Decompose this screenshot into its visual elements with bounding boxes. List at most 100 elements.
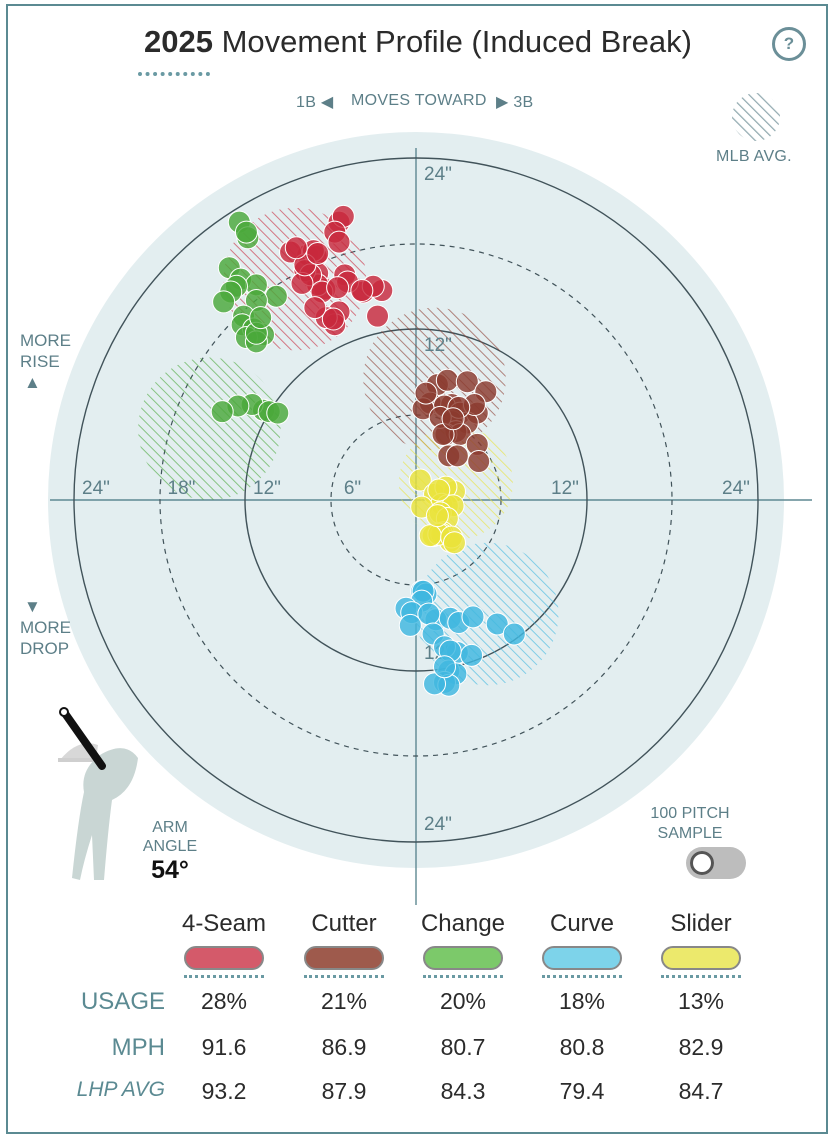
legend-swatch	[304, 946, 384, 970]
sample-line2: SAMPLE	[657, 825, 723, 842]
ring-label-left-18: 18"	[168, 478, 196, 499]
legend-underline	[661, 975, 741, 978]
pitch-point-curve	[433, 655, 456, 679]
ring-label-top-12: 12"	[424, 335, 452, 356]
pitch-point-4-seam	[366, 304, 390, 328]
usage-cell-4-seam: 28%	[200, 988, 248, 1014]
arm-angle-base	[58, 758, 116, 762]
pitch-point-4-seam	[284, 236, 308, 260]
arm-angle-figure	[58, 707, 138, 880]
arm-angle-ball	[59, 707, 69, 717]
arm-angle-line	[60, 708, 106, 770]
ring-label-bottom-24: 24"	[424, 814, 452, 835]
ring-label-left-6: 6"	[344, 478, 361, 499]
legend-underline	[423, 975, 503, 978]
arm-angle-label: ARM ANGLE	[130, 818, 210, 856]
lhp-cell-curve: 79.4	[559, 1078, 605, 1104]
legend-swatch	[661, 946, 741, 970]
pitch-point-4-seam	[306, 241, 330, 265]
mph-cell-slider: 82.9	[678, 1034, 724, 1060]
pitch-point-4-seam	[303, 296, 327, 320]
pitch-point-cutter	[435, 368, 459, 392]
lhp-cell-cutter: 87.9	[321, 1078, 367, 1104]
mph-cell-curve: 80.8	[559, 1034, 605, 1060]
mph-cell-4-seam: 91.6	[201, 1034, 247, 1060]
legend-swatch	[423, 946, 503, 970]
mlb-avg-legend-swatch	[732, 93, 780, 141]
legend-item-cutter[interactable]: Cutter	[284, 910, 404, 978]
more-drop-line1: MORE	[20, 618, 71, 637]
mlb-avg-zone-change	[138, 357, 281, 500]
title-year: 2025	[144, 24, 213, 59]
pitch-point-curve	[502, 622, 526, 646]
pitch-point-cutter	[467, 450, 491, 474]
legend-name: Curve	[549, 910, 615, 937]
arm-angle-line2: ANGLE	[142, 838, 198, 855]
legend-item-4-seam[interactable]: 4-Seam	[164, 910, 284, 978]
pitch-point-curve	[398, 613, 422, 637]
pitch-point-change	[210, 400, 234, 424]
mph-cell-cutter: 86.9	[321, 1034, 367, 1060]
pitch-point-change	[264, 284, 288, 308]
ring-label-right-24: 24"	[722, 478, 750, 499]
pitch-point-slider	[425, 504, 449, 528]
legend-name: 4-Seam	[181, 910, 267, 937]
pitch-point-curve	[423, 672, 447, 696]
legend-underline	[184, 975, 264, 978]
usage-row-label: USAGE	[80, 988, 165, 1015]
pitch-point-slider	[408, 468, 432, 492]
more-rise-line2: RISE	[20, 352, 60, 371]
pitch-point-slider	[418, 524, 442, 548]
legend-swatch	[184, 946, 264, 970]
more-rise-label: MORE RISE ▲	[20, 330, 71, 393]
pitch-point-change	[249, 306, 273, 330]
sample-toggle[interactable]	[686, 847, 746, 879]
ring-24in	[73, 157, 759, 843]
pitch-point-change	[234, 220, 258, 244]
legend-swatch	[542, 946, 622, 970]
help-button[interactable]: ?	[772, 27, 806, 61]
legend-underline	[542, 975, 622, 978]
arm-angle-line1: ARM	[152, 819, 188, 836]
more-drop-line2: DROP	[20, 639, 70, 658]
lhp-cell-slider: 84.7	[678, 1078, 724, 1104]
lhp-cell-change: 84.3	[440, 1078, 486, 1104]
direction-moves-toward-label: MOVES TOWARD	[351, 92, 487, 109]
direction-1b-label: 1B ◀	[296, 94, 334, 111]
pitch-point-4-seam	[327, 230, 351, 254]
sample-line1: 100 PITCH	[650, 805, 730, 822]
pitch-point-change	[212, 290, 236, 314]
ring-label-left-24: 24"	[82, 478, 110, 499]
more-drop-label: ▼ MORE DROP	[20, 596, 71, 659]
page-title: 2025 Movement Profile (Induced Break)	[0, 24, 836, 60]
pitch-point-slider	[442, 531, 466, 555]
usage-cell-cutter: 21%	[320, 988, 368, 1014]
legend-item-curve[interactable]: Curve	[522, 910, 642, 978]
pitch-point-cutter	[414, 381, 438, 405]
ring-18in	[159, 243, 673, 757]
ring-label-left-12: 12"	[253, 478, 281, 499]
legend-item-slider[interactable]: Slider	[641, 910, 761, 978]
pitcher-silhouette	[72, 748, 138, 880]
legend-item-change[interactable]: Change	[403, 910, 523, 978]
card-frame	[6, 4, 828, 1134]
sample-label: 100 PITCH SAMPLE	[640, 804, 740, 844]
usage-cell-change: 20%	[439, 988, 487, 1014]
legend-name: Change	[420, 910, 506, 937]
pitch-point-4-seam	[321, 307, 345, 331]
ring-label-right-12: 12"	[551, 478, 579, 499]
up-arrow-icon: ▲	[24, 373, 41, 392]
pitch-point-cutter	[445, 444, 469, 468]
pitch-point-curve	[485, 612, 509, 636]
pitch-point-4-seam	[350, 279, 374, 303]
pitch-point-curve	[460, 643, 484, 667]
pitch-point-curve	[461, 605, 485, 629]
legend-underline	[304, 975, 384, 978]
pitch-point-slider	[427, 478, 451, 502]
arm-angle-value: 54°	[151, 856, 189, 884]
usage-cell-slider: 13%	[677, 988, 725, 1014]
direction-3b-label: ▶ 3B	[496, 94, 534, 111]
lhp-avg-row-label: LHP AVG	[76, 1078, 165, 1101]
mph-cell-change: 80.7	[440, 1034, 486, 1060]
mlb-avg-label: MLB AVG.	[716, 148, 792, 165]
